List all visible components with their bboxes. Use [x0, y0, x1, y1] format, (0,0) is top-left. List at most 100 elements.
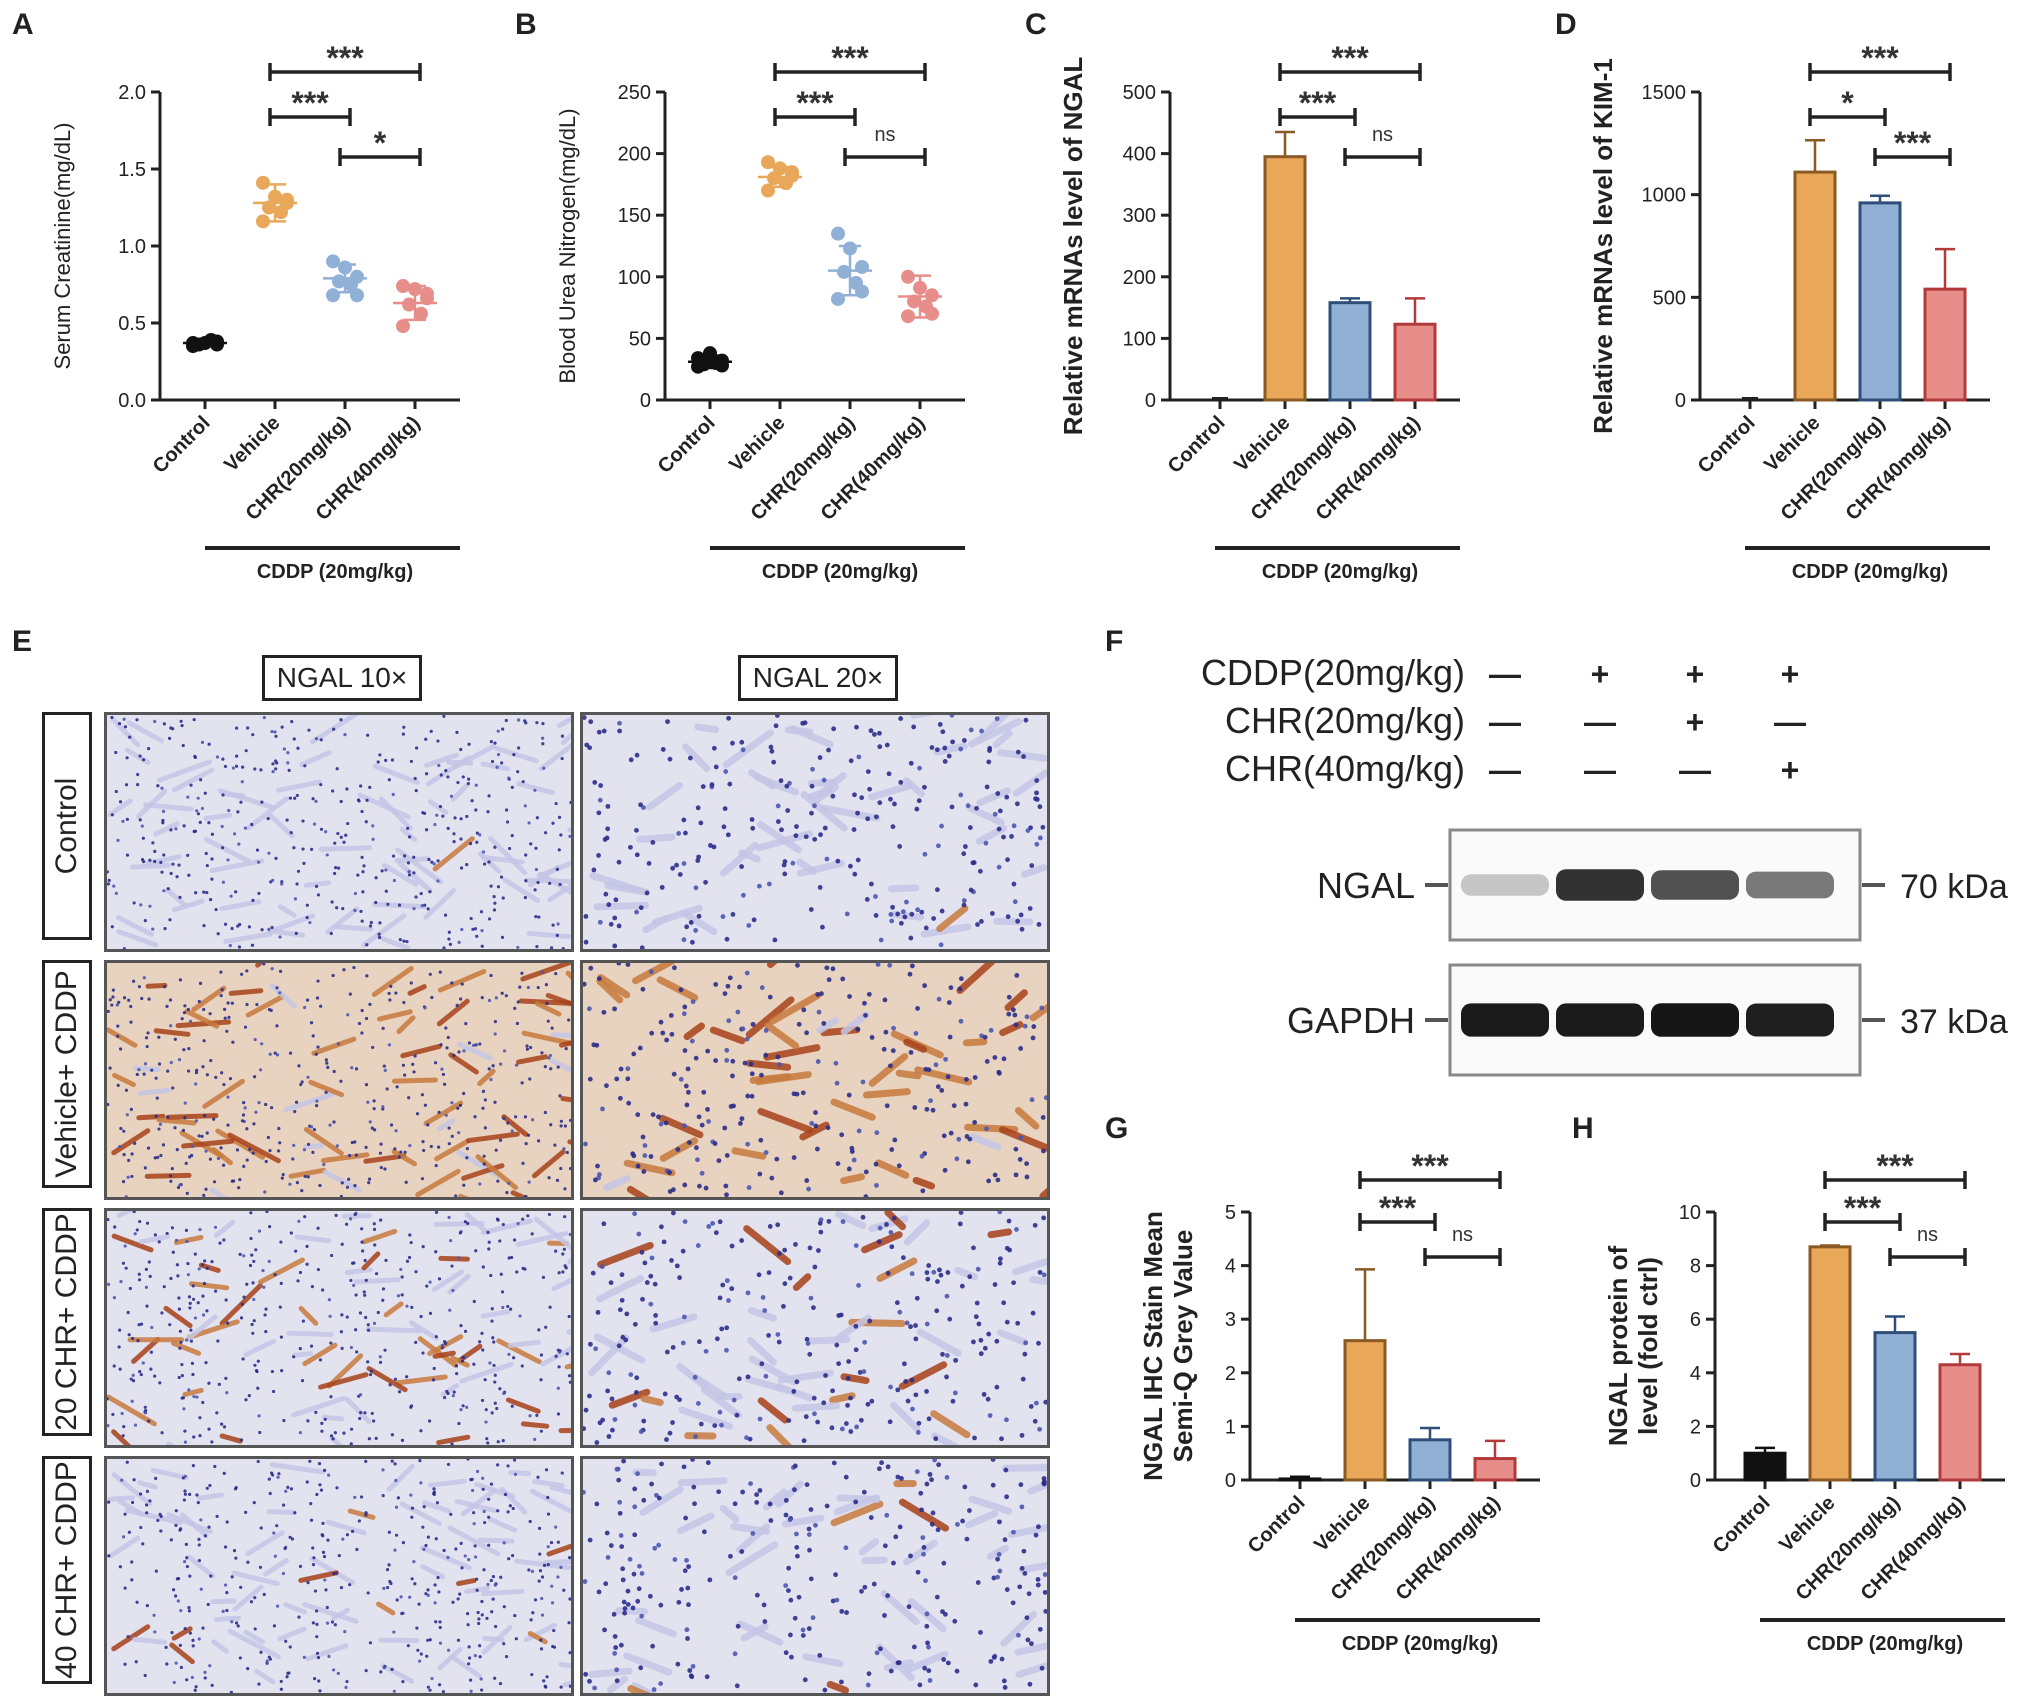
ihc-texture — [583, 963, 1047, 1197]
data-point — [344, 277, 358, 292]
significance-label: *** — [796, 85, 834, 121]
significance-label: *** — [1894, 125, 1932, 161]
ihc-texture — [583, 1459, 1047, 1693]
y-tick-label: 1.5 — [118, 159, 146, 181]
panel-label-c: C — [1025, 8, 1047, 41]
x-tick-label: Control — [1164, 412, 1230, 478]
data-point — [420, 286, 434, 301]
bar-vehicle — [1808, 1245, 1852, 1482]
y-tick-label: 2 — [1225, 1363, 1236, 1385]
significance-label: *** — [1299, 85, 1337, 121]
y-tick-label: 50 — [629, 328, 651, 350]
ihc-texture — [107, 715, 571, 949]
ihc-image-control-10x — [104, 712, 574, 952]
panel-label-e: E — [12, 625, 33, 658]
ihc-texture — [107, 1211, 571, 1445]
y-tick-label: 0 — [1675, 390, 1686, 412]
ihc-row-label-chr40: 40 CHR+ CDDP — [42, 1456, 92, 1684]
panel-label-h: H — [1572, 1112, 1594, 1145]
significance-label: *** — [291, 85, 329, 121]
y-tick-label: 4 — [1225, 1256, 1236, 1278]
ihc-image-vehicle-cddp-10x — [104, 960, 574, 1200]
x-tick-label: Vehicle — [1775, 1492, 1839, 1556]
y-tick-label: 100 — [1123, 328, 1156, 350]
data-point — [396, 319, 410, 334]
condition-label: CHR(20mg/kg) — [1225, 700, 1465, 741]
data-point — [274, 205, 288, 220]
significance-label: *** — [1844, 1190, 1882, 1226]
bar-control — [1278, 1477, 1322, 1482]
band-size-label: 70 kDa — [1900, 868, 2008, 906]
chart-h-ngal-protein: 0 2 4 6 8 10 NGAL protein of level (fold ctrl) C… — [1603, 1148, 2005, 1655]
y-tick-label: 4 — [1690, 1363, 1701, 1385]
ihc-image-20-chr-cddp-10x — [104, 1208, 574, 1448]
x-tick-label: Vehicle — [1760, 412, 1824, 476]
panel-label-f: F — [1105, 625, 1124, 658]
condition-label: CDDP(20mg/kg) — [1201, 652, 1465, 693]
bar-chr20mgkg — [1408, 1438, 1452, 1482]
ihc-image-20-chr-cddp-20x — [580, 1208, 1050, 1448]
chart-c-ngal-mrna: 0 100 200 300 400 500 Relative mRNAs level of … — [1058, 40, 1460, 583]
y-tick-label: 200 — [618, 144, 651, 166]
data-point — [901, 309, 915, 324]
blot-band — [1746, 871, 1834, 899]
y-tick-label: 0 — [1225, 1470, 1236, 1492]
y-tick-label: 0 — [1690, 1470, 1701, 1492]
ihc-column-header-20x: NGAL 20× — [738, 655, 898, 701]
ihc-row-label-chr20: 20 CHR+ CDDP — [42, 1208, 92, 1436]
data-point — [907, 294, 921, 309]
blot-band — [1556, 1003, 1644, 1037]
y-tick-label: 5 — [1225, 1202, 1236, 1224]
significance-label: ns — [1917, 1224, 1938, 1246]
y-tick-label: 3 — [1225, 1309, 1236, 1331]
data-point — [831, 226, 845, 241]
bar-chr20mgkg — [1328, 301, 1372, 402]
bar-chr40mgkg — [1923, 287, 1967, 402]
data-point — [761, 155, 775, 170]
y-tick-label: 1 — [1225, 1416, 1236, 1438]
bar-chr40mgkg — [1393, 322, 1437, 402]
ihc-image-control-20x — [580, 712, 1050, 952]
y-tick-label: 0 — [640, 390, 651, 412]
data-point — [396, 279, 410, 294]
bar-chr20mgkg — [1873, 1331, 1917, 1482]
condition-marker: — — [1584, 704, 1616, 740]
y-axis-label: Relative mRNAs level of KIM-1 — [1588, 58, 1618, 434]
chart-b-blood-urea-nitrogen: 0 50 100 150 200 250 Blood Urea Nitrogen(mg/dL… — [555, 40, 965, 583]
data-point — [256, 175, 270, 190]
ihc-image-40-chr-cddp-10x — [104, 1456, 574, 1696]
blot-band — [1556, 869, 1644, 901]
group-label: CDDP (20mg/kg) — [1792, 561, 1948, 583]
y-tick-label: 400 — [1123, 144, 1156, 166]
group-label: CDDP (20mg/kg) — [1807, 1633, 1963, 1655]
bar-vehicle — [1793, 170, 1837, 402]
significance-label: ns — [1372, 124, 1393, 146]
y-tick-label: 2.0 — [118, 82, 146, 104]
condition-label: CHR(40mg/kg) — [1225, 748, 1465, 789]
y-tick-label: 150 — [618, 205, 651, 227]
bar-chr20mgkg — [1858, 201, 1902, 402]
x-tick-label: Control — [654, 412, 720, 478]
ihc-texture — [107, 1459, 571, 1693]
y-axis-label: Serum Creatinine(mg/dL) — [50, 123, 75, 370]
panel-label-a: A — [12, 8, 34, 41]
x-tick-label: Control — [1694, 412, 1760, 478]
condition-marker: — — [1774, 704, 1806, 740]
y-tick-label: 500 — [1123, 82, 1156, 104]
y-tick-label: 1000 — [1642, 185, 1687, 207]
significance-label: *** — [1411, 1148, 1449, 1184]
panel-label-g: G — [1105, 1112, 1129, 1145]
ihc-column-header-10x: NGAL 10× — [262, 655, 422, 701]
y-tick-label: 10 — [1679, 1202, 1701, 1224]
significance-label: * — [374, 125, 387, 161]
condition-marker: — — [1679, 752, 1711, 788]
condition-marker: — — [1489, 656, 1521, 692]
bar-chr40mgkg — [1473, 1457, 1517, 1482]
data-point — [414, 306, 428, 321]
ihc-image-vehicle-cddp-20x — [580, 960, 1050, 1200]
condition-marker: + — [1686, 704, 1705, 740]
ihc-texture — [583, 715, 1047, 949]
y-axis-label: NGAL protein of — [1603, 1246, 1633, 1447]
significance-label: ns — [874, 124, 895, 146]
significance-label: *** — [326, 40, 364, 76]
